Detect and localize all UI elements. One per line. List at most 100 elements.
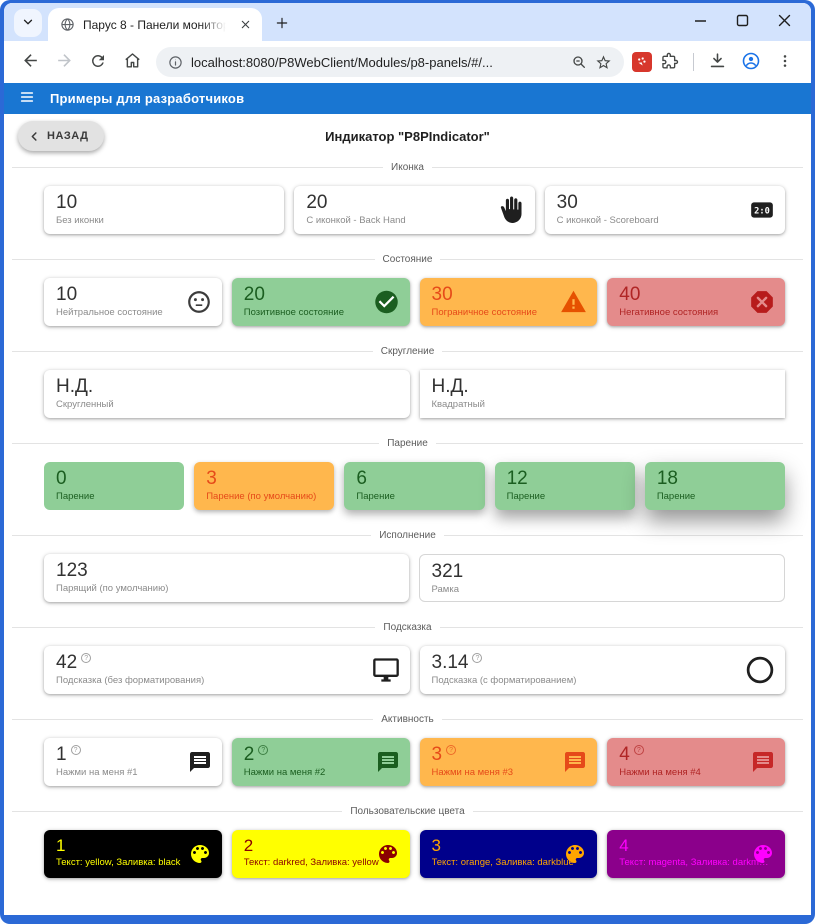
indicator-card-tooltip[interactable]: 3.14? Подсказка (с форматированием) (419, 646, 785, 694)
browser-toolbar: localhost:8080/P8WebClient/Modules/p8-pa… (4, 41, 811, 83)
indicator-card: 30 С иконкой - Scoreboard 2:0 (544, 186, 785, 234)
indicator-label: Подсказка (без форматирования) (56, 675, 205, 686)
chevron-left-icon (28, 130, 41, 143)
download-icon (708, 51, 727, 73)
close-window-button[interactable] (763, 5, 805, 35)
indicator-card: 0 Парение (44, 462, 185, 510)
tab-title: Парус 8 - Панели мониторинга (83, 17, 226, 32)
neutral-face-icon (186, 289, 212, 315)
reload-button[interactable] (82, 46, 114, 78)
minimize-button[interactable] (679, 5, 721, 35)
indicator-value: 2 (243, 836, 254, 855)
zoom-magnifier-icon[interactable] (571, 54, 587, 70)
chevron-down-icon (21, 15, 35, 32)
cancel-octagon-icon (749, 289, 775, 315)
back-button[interactable] (14, 46, 46, 78)
url-text: localhost:8080/P8WebClient/Modules/p8-pa… (191, 54, 493, 70)
tab-close-button[interactable] (234, 14, 256, 36)
extension-badge-icon[interactable] (632, 52, 652, 72)
indicator-value: 30 (431, 284, 453, 305)
card-row-tooltip: 42? Подсказка (без форматирования) 3.14?… (4, 633, 811, 710)
browser-menu-button[interactable] (769, 46, 801, 78)
app-bar: Примеры для разработчиков (4, 83, 811, 114)
url-bar[interactable]: localhost:8080/P8WebClient/Modules/p8-pa… (156, 47, 624, 77)
profile-button[interactable] (735, 46, 767, 78)
help-icon: ? (258, 745, 269, 755)
indicator-value: 321 (431, 561, 464, 582)
help-icon: ? (633, 745, 644, 755)
app-title: Примеры для разработчиков (50, 91, 245, 106)
bookmark-star-icon[interactable] (595, 54, 612, 71)
back-hand-icon (498, 196, 525, 224)
forward-button[interactable] (48, 46, 80, 78)
indicator-value: 2? (244, 743, 398, 766)
section-divider: Скругление (12, 346, 803, 357)
back-nav-button[interactable]: НАЗАД (18, 121, 105, 151)
indicator-value: 123 (56, 560, 88, 581)
page-content: НАЗАД Индикатор "P8PIndicator" Иконка 10… (4, 114, 811, 915)
indicator-label: Нажми на меня #1 (56, 767, 138, 778)
card-row-rounding: Н.Д. Скругленный Н.Д. Квадратный (4, 357, 811, 434)
indicator-label: Парение (по умолчанию) (206, 491, 317, 502)
site-info-icon[interactable] (168, 55, 183, 70)
chat-icon (376, 750, 400, 774)
indicator-label: Текст: orange, Заливка: darkblue (431, 857, 574, 868)
indicator-card-clickable[interactable]: 1? Нажми на меня #1 (44, 738, 222, 786)
check-circle-icon (373, 289, 400, 316)
help-icon: ? (70, 745, 81, 755)
indicator-label: Парение (506, 491, 546, 502)
indicator-value: 30 (556, 192, 578, 213)
browser-tab[interactable]: Парус 8 - Панели мониторинга (48, 8, 262, 41)
new-tab-button[interactable] (268, 9, 296, 37)
toolbar-divider (693, 53, 694, 71)
card-row-activity: 1? Нажми на меня #1 2? Нажми на меня #2 … (4, 725, 811, 802)
maximize-button[interactable] (721, 5, 763, 35)
home-icon (123, 51, 142, 73)
indicator-card-tooltip[interactable]: 42? Подсказка (без форматирования) (44, 646, 410, 694)
indicator-label: Текст: darkred, Заливка: yellow (243, 857, 379, 868)
circle-outline-icon (745, 655, 775, 685)
indicator-card: 123 Парящий (по умолчанию) (44, 554, 409, 602)
reload-icon (89, 52, 107, 73)
indicator-card: 4 Текст: magenta, Заливка: darkmage... (607, 830, 785, 878)
indicator-value: 20 (243, 284, 265, 305)
card-row-elevation: 0 Парение 3 Парение (по умолчанию) 6 Пар… (4, 449, 811, 526)
kebab-menu-icon (777, 53, 793, 72)
chat-icon (188, 750, 212, 774)
indicator-card: 1 Текст: yellow, Заливка: black (44, 830, 222, 878)
indicator-value: 3 (206, 468, 217, 489)
home-button[interactable] (116, 46, 148, 78)
indicator-card: 10 Нейтральное состояние (44, 278, 222, 326)
section-title-tooltip: Подсказка (383, 622, 432, 633)
chat-icon (563, 750, 587, 774)
indicator-value: 40 (619, 284, 641, 305)
back-nav-label: НАЗАД (47, 130, 89, 142)
hamburger-menu-button[interactable] (19, 89, 35, 108)
puzzle-icon (661, 52, 679, 73)
indicator-value: 18 (656, 468, 678, 489)
indicator-card-clickable[interactable]: 4? Нажми на меня #4 (607, 738, 785, 786)
palette-icon (188, 842, 212, 866)
browser-chrome: Парус 8 - Панели мониторинга localhost:8… (4, 3, 811, 915)
page-header: НАЗАД Индикатор "P8PIndicator" (4, 114, 811, 158)
section-divider: Подсказка (12, 622, 803, 633)
chat-icon (751, 750, 775, 774)
downloads-button[interactable] (701, 46, 733, 78)
indicator-card: 18 Парение (644, 462, 786, 510)
tab-search-button[interactable] (14, 9, 42, 37)
indicator-label: Без иконки (56, 215, 104, 226)
section-divider: Пользовательские цвета (12, 806, 803, 817)
extensions-puzzle-button[interactable] (654, 46, 686, 78)
hamburger-icon (19, 89, 35, 108)
palette-icon (751, 842, 775, 866)
indicator-value: 1 (56, 836, 66, 855)
indicator-value: 6 (356, 468, 367, 489)
indicator-value: 12 (506, 468, 528, 489)
palette-icon (563, 842, 587, 866)
indicator-card-clickable[interactable]: 2? Нажми на меня #2 (231, 738, 410, 786)
card-row-custom-colors: 1 Текст: yellow, Заливка: black 2 Текст:… (4, 817, 811, 894)
indicator-value: 20 (306, 192, 328, 213)
indicator-card-clickable[interactable]: 3? Нажми на меня #3 (419, 738, 598, 786)
indicator-value: 0 (56, 468, 67, 489)
